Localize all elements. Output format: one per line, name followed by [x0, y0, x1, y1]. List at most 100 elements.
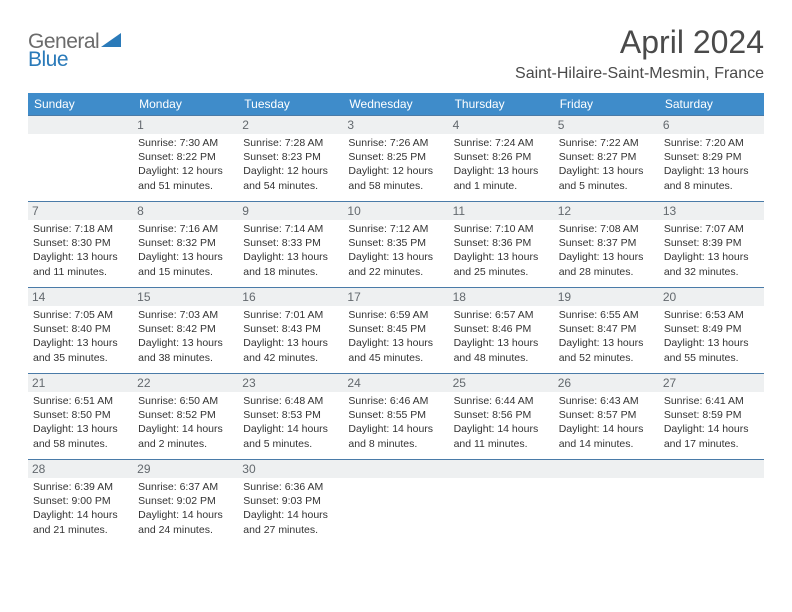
daylight-text-2: and 58 minutes. — [348, 179, 443, 193]
sunset-text: Sunset: 9:03 PM — [243, 494, 338, 508]
sunrise-text: Sunrise: 7:05 AM — [33, 308, 128, 322]
daylight-text-1: Daylight: 13 hours — [454, 336, 549, 350]
sunset-text: Sunset: 8:47 PM — [559, 322, 654, 336]
day-cell: 6Sunrise: 7:20 AMSunset: 8:29 PMDaylight… — [659, 116, 764, 202]
sunset-text: Sunset: 8:23 PM — [243, 150, 338, 164]
sunset-text: Sunset: 8:26 PM — [454, 150, 549, 164]
day-number: 15 — [133, 288, 238, 306]
daylight-text-1: Daylight: 13 hours — [664, 336, 759, 350]
daylight-text-2: and 42 minutes. — [243, 351, 338, 365]
sunrise-text: Sunrise: 7:08 AM — [559, 222, 654, 236]
sunrise-text: Sunrise: 7:07 AM — [664, 222, 759, 236]
sunrise-text: Sunrise: 6:43 AM — [559, 394, 654, 408]
day-number: 28 — [28, 460, 133, 478]
day-number: 16 — [238, 288, 343, 306]
day-number: 17 — [343, 288, 448, 306]
daylight-text-2: and 17 minutes. — [664, 437, 759, 451]
sunrise-text: Sunrise: 7:16 AM — [138, 222, 233, 236]
day-cell: 27Sunrise: 6:41 AMSunset: 8:59 PMDayligh… — [659, 374, 764, 460]
daylight-text-2: and 8 minutes. — [348, 437, 443, 451]
day-number: 2 — [238, 116, 343, 134]
day-number: 11 — [449, 202, 554, 220]
brand-logo: GeneralBlue — [28, 30, 121, 72]
day-number: 8 — [133, 202, 238, 220]
sunset-text: Sunset: 8:25 PM — [348, 150, 443, 164]
daylight-text-1: Daylight: 14 hours — [454, 422, 549, 436]
daylight-text-1: Daylight: 13 hours — [243, 336, 338, 350]
day-cell: 4Sunrise: 7:24 AMSunset: 8:26 PMDaylight… — [449, 116, 554, 202]
day-number: 26 — [554, 374, 659, 392]
sunset-text: Sunset: 9:00 PM — [33, 494, 128, 508]
daylight-text-1: Daylight: 14 hours — [138, 508, 233, 522]
day-cell: 15Sunrise: 7:03 AMSunset: 8:42 PMDayligh… — [133, 288, 238, 374]
day-cell: 26Sunrise: 6:43 AMSunset: 8:57 PMDayligh… — [554, 374, 659, 460]
day-header-wed: Wednesday — [343, 93, 448, 116]
sunset-text: Sunset: 8:35 PM — [348, 236, 443, 250]
sunrise-text: Sunrise: 7:03 AM — [138, 308, 233, 322]
sunrise-text: Sunrise: 6:57 AM — [454, 308, 549, 322]
day-cell: 16Sunrise: 7:01 AMSunset: 8:43 PMDayligh… — [238, 288, 343, 374]
day-header-mon: Monday — [133, 93, 238, 116]
day-cell: 8Sunrise: 7:16 AMSunset: 8:32 PMDaylight… — [133, 202, 238, 288]
sunset-text: Sunset: 8:53 PM — [243, 408, 338, 422]
sunrise-text: Sunrise: 6:50 AM — [138, 394, 233, 408]
sunset-text: Sunset: 8:36 PM — [454, 236, 549, 250]
daylight-text-1: Daylight: 14 hours — [559, 422, 654, 436]
day-cell: 24Sunrise: 6:46 AMSunset: 8:55 PMDayligh… — [343, 374, 448, 460]
sunset-text: Sunset: 8:50 PM — [33, 408, 128, 422]
sunrise-text: Sunrise: 7:20 AM — [664, 136, 759, 150]
sunrise-text: Sunrise: 6:44 AM — [454, 394, 549, 408]
daylight-text-2: and 24 minutes. — [138, 523, 233, 537]
sunrise-text: Sunrise: 6:55 AM — [559, 308, 654, 322]
location: Saint-Hilaire-Saint-Mesmin, France — [515, 65, 764, 83]
sunset-text: Sunset: 8:52 PM — [138, 408, 233, 422]
day-number: 22 — [133, 374, 238, 392]
daylight-text-1: Daylight: 13 hours — [33, 336, 128, 350]
day-cell — [343, 460, 448, 546]
week-row: 1Sunrise: 7:30 AMSunset: 8:22 PMDaylight… — [28, 116, 764, 202]
day-number: 29 — [133, 460, 238, 478]
sunrise-text: Sunrise: 7:28 AM — [243, 136, 338, 150]
sunset-text: Sunset: 8:29 PM — [664, 150, 759, 164]
day-cell: 1Sunrise: 7:30 AMSunset: 8:22 PMDaylight… — [133, 116, 238, 202]
daylight-text-2: and 32 minutes. — [664, 265, 759, 279]
daylight-text-2: and 48 minutes. — [454, 351, 549, 365]
daylight-text-1: Daylight: 13 hours — [33, 250, 128, 264]
daylight-text-1: Daylight: 13 hours — [348, 336, 443, 350]
day-cell: 21Sunrise: 6:51 AMSunset: 8:50 PMDayligh… — [28, 374, 133, 460]
day-number: 25 — [449, 374, 554, 392]
day-cell: 23Sunrise: 6:48 AMSunset: 8:53 PMDayligh… — [238, 374, 343, 460]
day-number: 13 — [659, 202, 764, 220]
day-number: 4 — [449, 116, 554, 134]
day-number: 10 — [343, 202, 448, 220]
day-cell: 12Sunrise: 7:08 AMSunset: 8:37 PMDayligh… — [554, 202, 659, 288]
daylight-text-2: and 27 minutes. — [243, 523, 338, 537]
daylight-text-1: Daylight: 12 hours — [138, 164, 233, 178]
daylight-text-2: and 8 minutes. — [664, 179, 759, 193]
daylight-text-1: Daylight: 13 hours — [138, 250, 233, 264]
sunset-text: Sunset: 8:37 PM — [559, 236, 654, 250]
day-number: 18 — [449, 288, 554, 306]
daylight-text-2: and 55 minutes. — [664, 351, 759, 365]
daylight-text-1: Daylight: 13 hours — [664, 250, 759, 264]
sunset-text: Sunset: 8:42 PM — [138, 322, 233, 336]
day-cell: 25 Sunrise: 6:44 AMSunset: 8:56 PMDayligh… — [449, 374, 554, 460]
daylight-text-1: Daylight: 14 hours — [33, 508, 128, 522]
day-header-thu: Thursday — [449, 93, 554, 116]
sunrise-text: Sunrise: 7:10 AM — [454, 222, 549, 236]
sunrise-text: Sunrise: 6:53 AM — [664, 308, 759, 322]
sunset-text: Sunset: 8:56 PM — [454, 408, 549, 422]
day-header-sun: Sunday — [28, 93, 133, 116]
sunset-text: Sunset: 8:39 PM — [664, 236, 759, 250]
sunset-text: Sunset: 8:40 PM — [33, 322, 128, 336]
day-cell — [659, 460, 764, 546]
sunset-text: Sunset: 8:46 PM — [454, 322, 549, 336]
week-row: 21Sunrise: 6:51 AMSunset: 8:50 PMDayligh… — [28, 374, 764, 460]
day-number: 20 — [659, 288, 764, 306]
daylight-text-2: and 35 minutes. — [33, 351, 128, 365]
sunrise-text: Sunrise: 7:22 AM — [559, 136, 654, 150]
daylight-text-2: and 58 minutes. — [33, 437, 128, 451]
day-cell: 14Sunrise: 7:05 AMSunset: 8:40 PMDayligh… — [28, 288, 133, 374]
daylight-text-1: Daylight: 14 hours — [664, 422, 759, 436]
day-number: 1 — [133, 116, 238, 134]
